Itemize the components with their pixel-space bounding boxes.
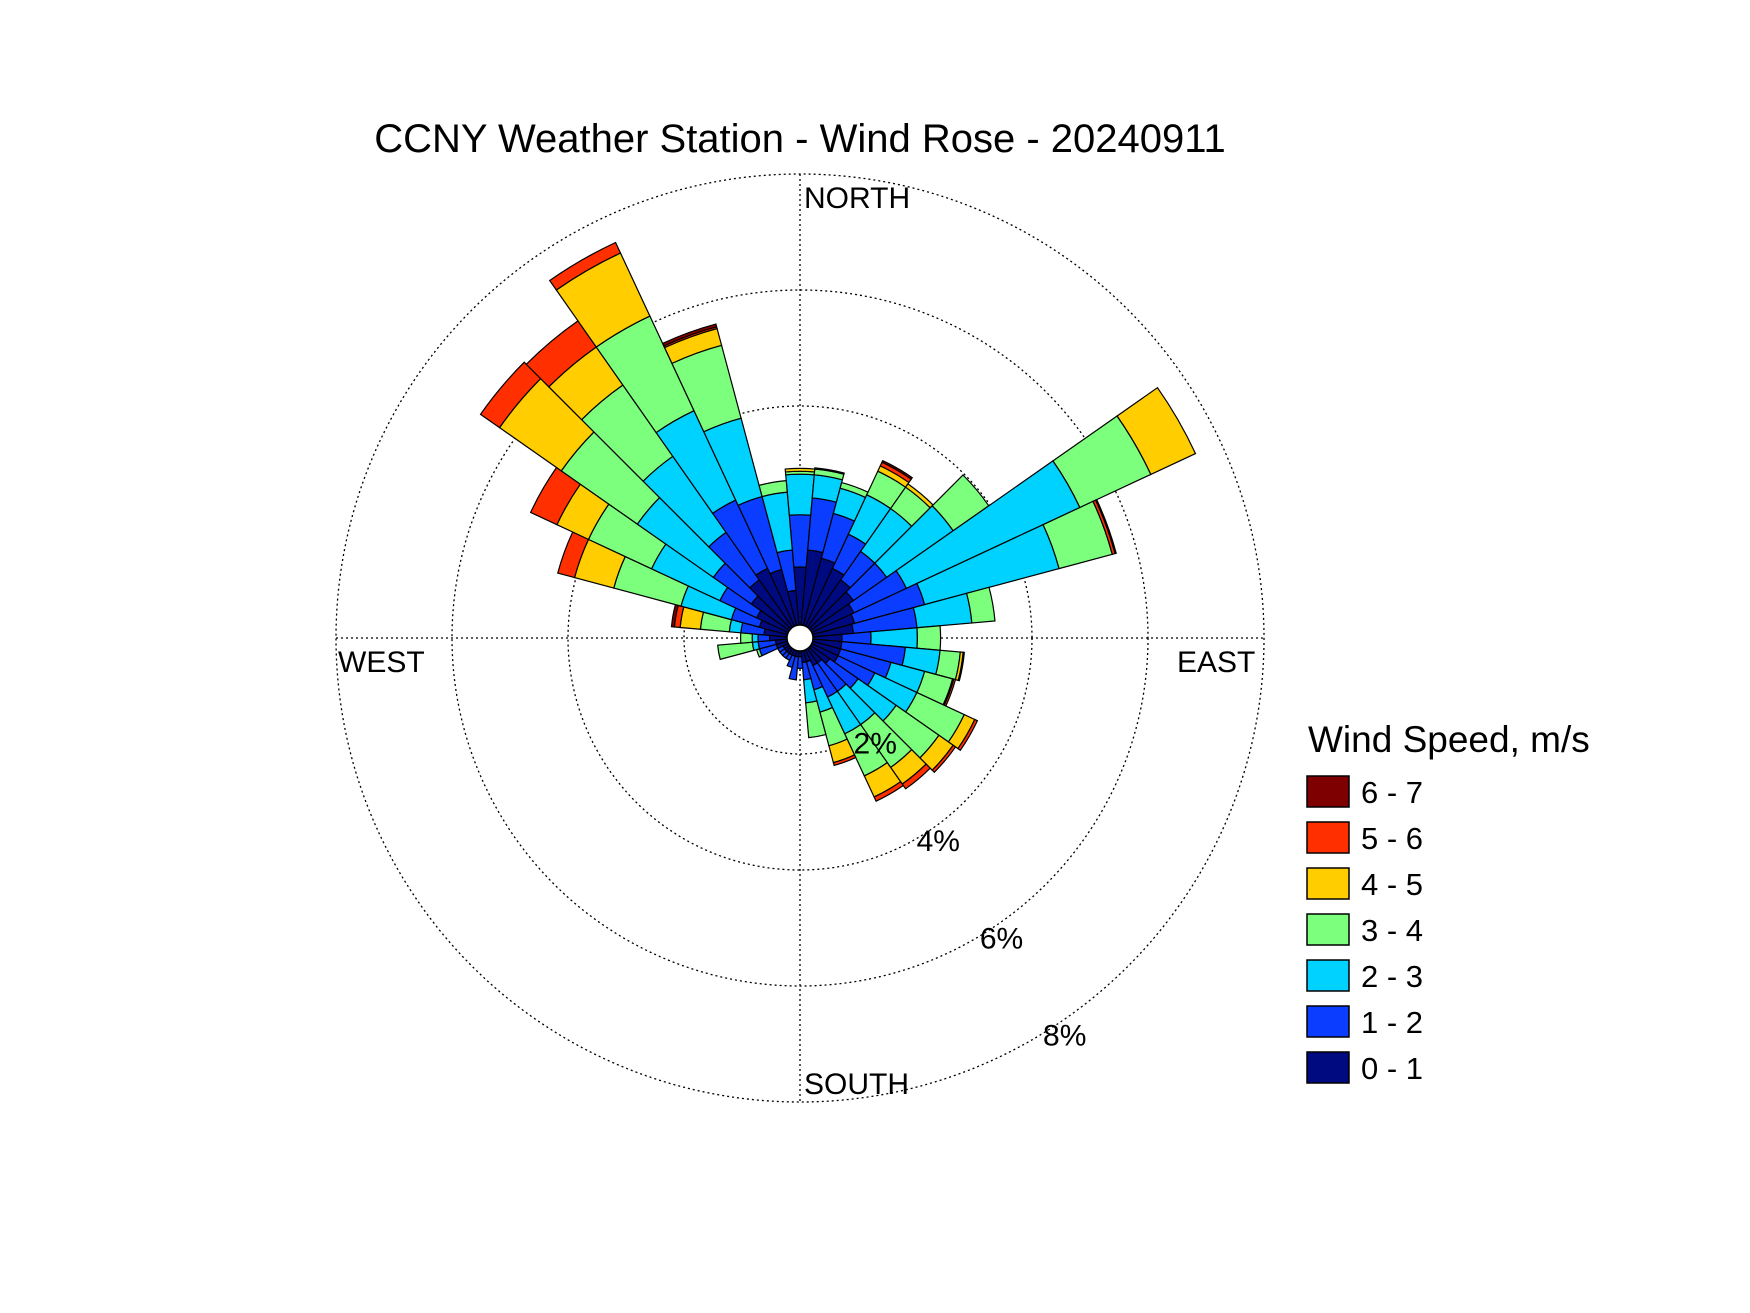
petal-70deg-bin-6 [1094,498,1117,555]
petal-0deg-bin-4 [784,467,816,473]
legend-swatch-1 [1306,1005,1350,1038]
petal-340deg-bin-6 [661,323,718,347]
petal-350deg-bin-3 [758,479,788,498]
petal-150deg-bin-5 [873,780,905,802]
legend-label-1: 1 - 2 [1361,1005,1423,1040]
petal-120deg-bin-5 [957,718,979,752]
petal-0deg-bin-2 [785,473,815,516]
ring-label-1: 2% [854,728,897,761]
petal-100deg-bin-5 [957,651,965,682]
petal-10deg-bin-4 [814,467,845,475]
petal-170deg-bin-3 [805,700,827,739]
west-label: WEST [338,646,425,679]
legend-label-2: 2 - 3 [1361,959,1423,994]
petal-190deg-bin-1 [788,655,800,681]
legend-title: Wind Speed, m/s [1308,719,1590,760]
ring-label-4: 8% [1043,1020,1086,1053]
legend-label-4: 4 - 5 [1361,867,1423,902]
petal-60deg-bin-4 [1116,386,1197,476]
petal-90deg-bin-3 [916,625,942,651]
legend-label-0: 0 - 1 [1361,1051,1423,1086]
legend-swatch-4 [1306,867,1350,900]
north-label: NORTH [804,182,910,215]
legend-swatch-3 [1306,913,1350,946]
wind-rose-petals [479,241,1197,802]
petal-200deg-bin-1 [786,654,796,669]
petal-310deg-bin-5 [479,361,542,429]
petal-30deg-bin-6 [881,459,914,480]
ring-labels: 2% 4% 6% 8% [854,728,1087,1053]
petal-330deg-bin-5 [548,241,622,291]
center-hole [786,624,814,652]
petal-130deg-bin-5 [931,744,957,774]
petal-140deg-bin-5 [901,763,932,790]
east-label: EAST [1177,646,1255,679]
legend-swatch-6 [1306,775,1350,808]
legend-swatch-0 [1306,1051,1350,1084]
legend: Wind Speed, m/s 6 - 7 5 - 6 4 - 5 3 - 4 2 - … [1306,719,1590,1086]
petal-270deg-bin-2 [751,633,759,643]
legend-swatch-2 [1306,959,1350,992]
petal-270deg-bin-3 [740,632,754,644]
legend-label-6: 6 - 7 [1361,775,1423,810]
petal-80deg-bin-3 [965,586,996,624]
ring-label-2: 4% [917,825,960,858]
petal-160deg-bin-5 [832,754,857,767]
legend-label-3: 3 - 4 [1361,913,1423,948]
ring-label-3: 6% [980,922,1023,955]
chart-title: CCNY Weather Station - Wind Rose - 20240… [374,117,1226,161]
legend-swatch-5 [1306,821,1350,854]
petal-260deg-bin-3 [717,641,755,661]
legend-label-5: 5 - 6 [1361,821,1423,856]
south-label: SOUTH [804,1068,909,1101]
